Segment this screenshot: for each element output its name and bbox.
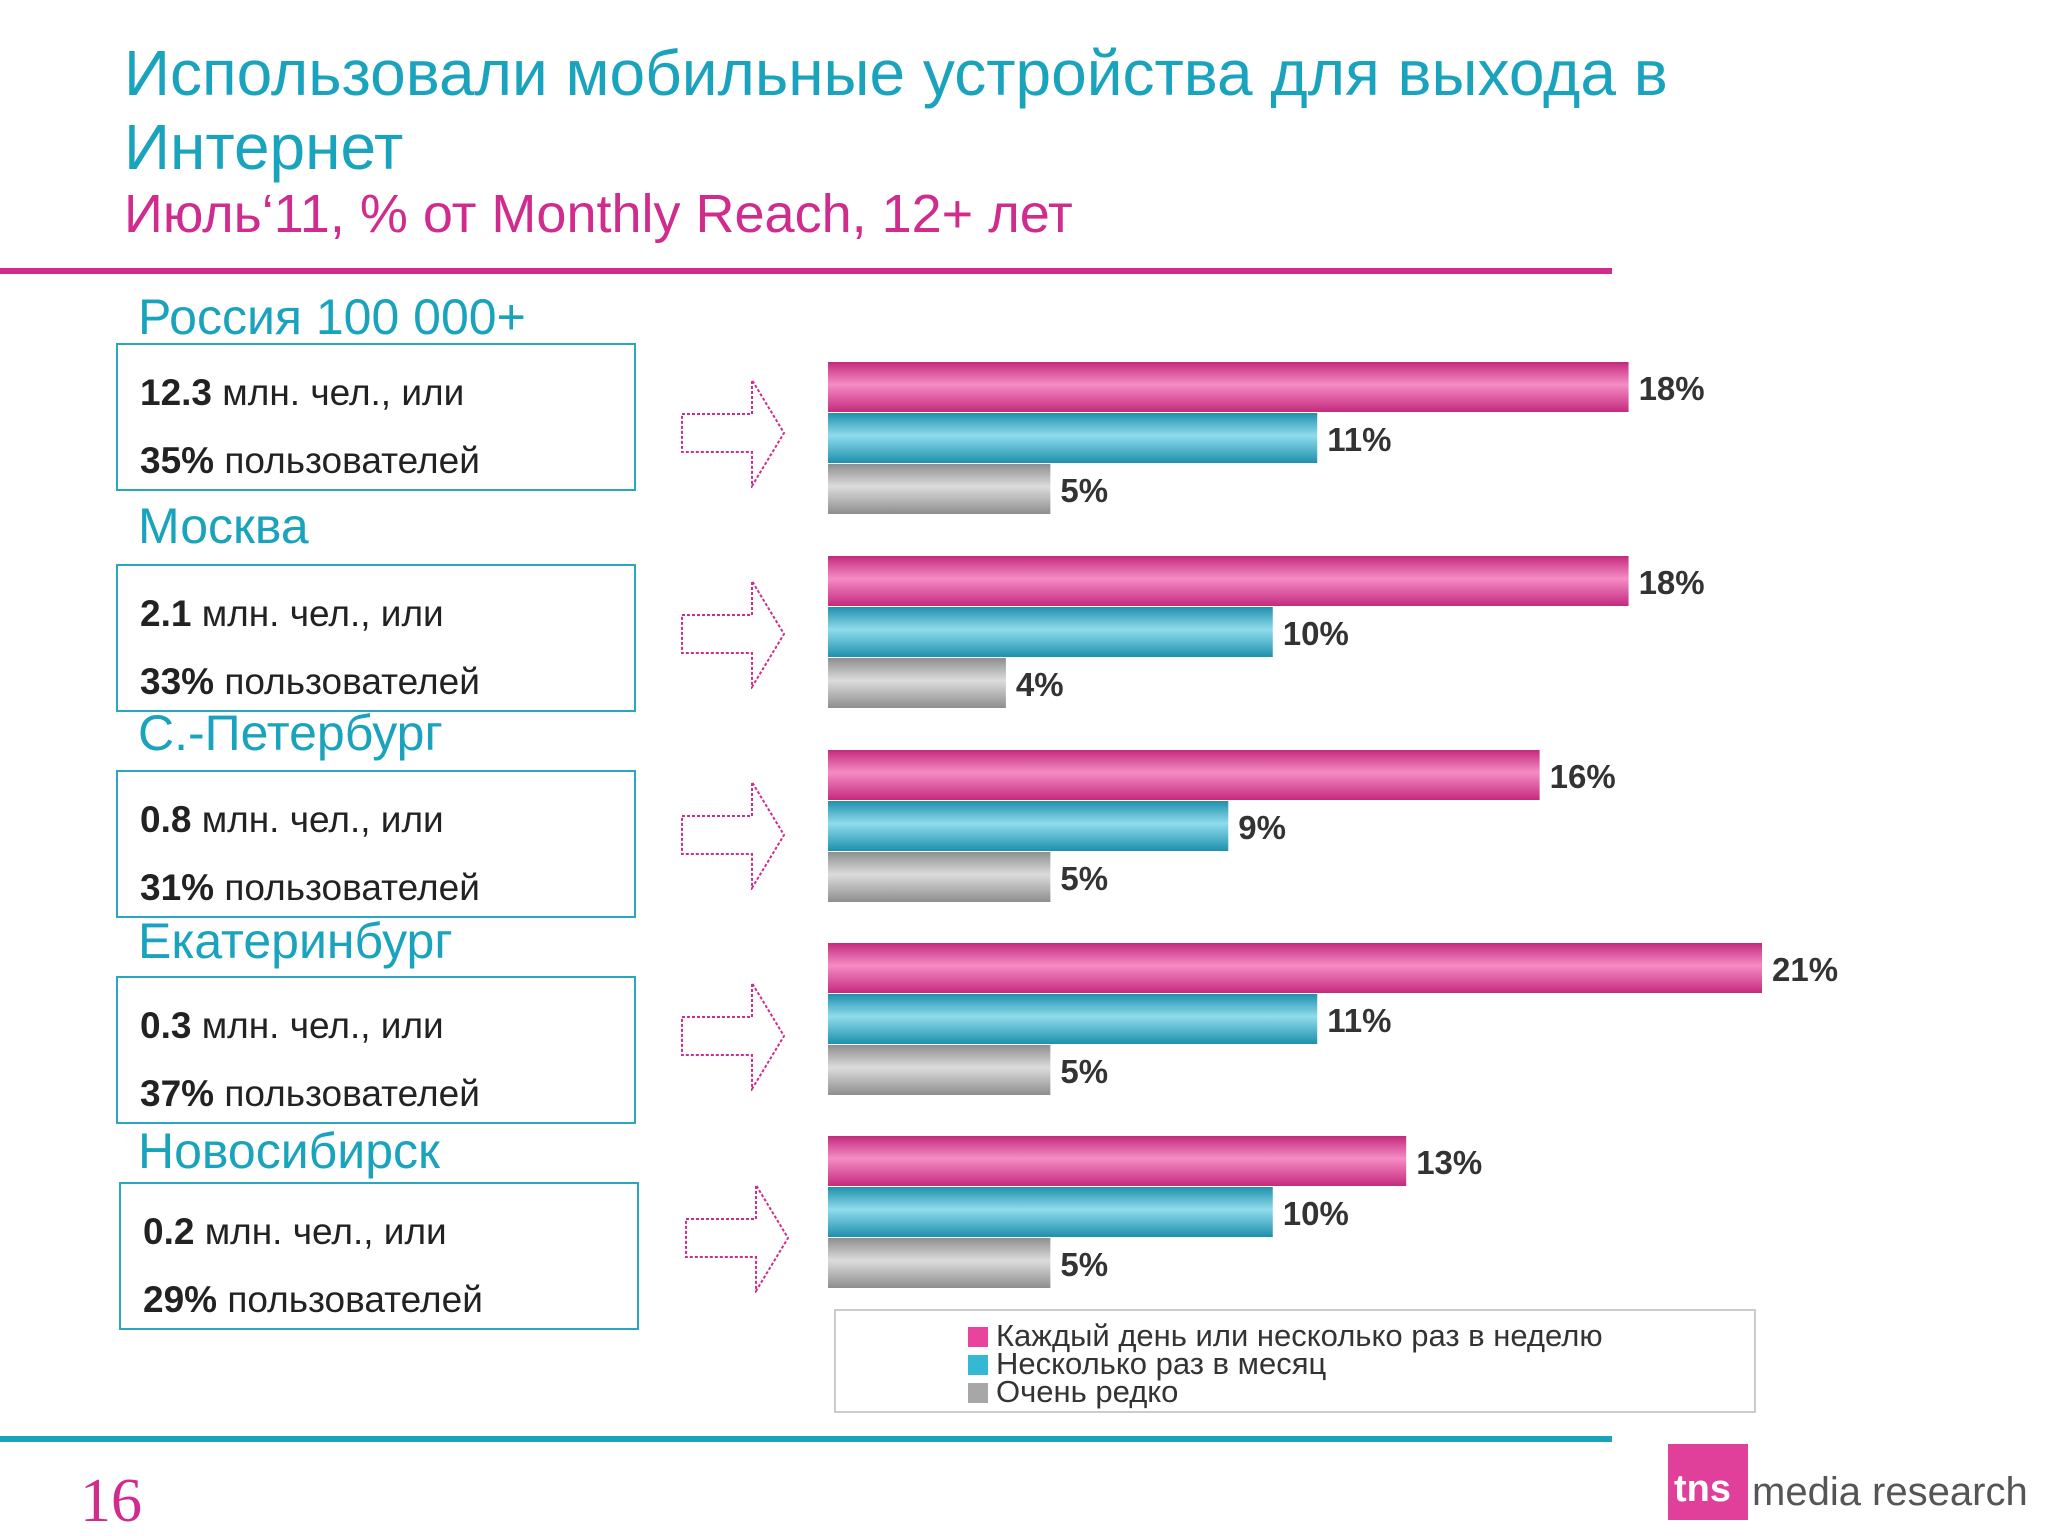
region-stats-box-spb: 0.8 млн. чел., или 31% пользователей (116, 770, 636, 918)
legend-label: Несколько раз в месяц (996, 1346, 1327, 1381)
data-label-novosibirsk-monthly: 10% (1283, 1195, 1349, 1232)
region-count-line: 12.3 млн. чел., или (140, 371, 464, 415)
bar-novosibirsk-rarely (828, 1238, 1051, 1288)
region-name-novosibirsk: Новосибирск (138, 1123, 440, 1179)
arrow-right-icon (681, 780, 786, 890)
data-label-russia-rarely: 5% (1060, 472, 1108, 509)
region-stats-box-novosibirsk: 0.2 млн. чел., или 29% пользователей (119, 1182, 639, 1330)
region-share-suffix: пользователей (224, 661, 480, 702)
bar-novosibirsk-daily (828, 1136, 1407, 1186)
bar-russia-monthly (828, 413, 1318, 463)
region-share-line: 37% пользователей (140, 1072, 480, 1116)
legend-label: Очень редко (996, 1374, 1179, 1409)
bar-spb-daily (828, 750, 1540, 800)
region-count-suffix: млн. чел., или (201, 593, 444, 634)
legend-swatch (968, 1383, 988, 1403)
region-name-moscow: Москва (138, 498, 309, 554)
region-count-value: 0.3 (140, 1005, 192, 1046)
data-label-spb-monthly: 9% (1238, 809, 1286, 846)
bottom-divider (0, 1436, 1612, 1442)
region-share-suffix: пользователей (224, 867, 480, 908)
page-title: Использовали мобильные устройства для вы… (124, 37, 1668, 183)
region-count-suffix: млн. чел., или (222, 372, 465, 413)
region-share-line: 35% пользователей (140, 439, 480, 483)
region-share-suffix: пользователей (224, 440, 480, 481)
bar-spb-monthly (828, 801, 1229, 851)
bar-spb-rarely (828, 852, 1051, 902)
tns-logo-text: media research (1752, 1470, 2028, 1514)
bar-moscow-daily (828, 556, 1629, 606)
bar-novosibirsk-monthly (828, 1187, 1273, 1237)
data-label-moscow-monthly: 10% (1283, 615, 1349, 652)
legend-label: Каждый день или несколько раз в неделю (996, 1318, 1603, 1353)
region-share-value: 33% (140, 661, 215, 702)
bar-yekaterinburg-rarely (828, 1045, 1051, 1095)
region-share-value: 35% (140, 440, 215, 481)
legend-item-rarely: Очень редко (968, 1374, 1179, 1409)
page-subtitle: Июль‘11, % от Monthly Reach, 12+ лет (124, 184, 1073, 244)
region-name-spb: С.-Петербург (138, 705, 443, 761)
top-divider (0, 268, 1612, 274)
region-share-line: 31% пользователей (140, 866, 480, 910)
data-label-russia-monthly: 11% (1327, 421, 1391, 458)
tns-logo-mark: tns (1668, 1444, 1748, 1520)
legend-swatch (968, 1327, 988, 1347)
data-label-yekaterinburg-daily: 21% (1772, 951, 1838, 988)
chart-bars: 18% 11% 5% 18% 10% 4% 16% 9% 5% 21% 11% 5% 13% 10% 5% (828, 362, 1838, 1288)
region-stats-box-russia: 12.3 млн. чел., или 35% пользователей (116, 343, 636, 491)
region-share-value: 29% (143, 1279, 218, 1320)
region-count-suffix: млн. чел., или (201, 799, 444, 840)
data-label-novosibirsk-daily: 13% (1416, 1144, 1482, 1181)
region-share-value: 37% (140, 1073, 215, 1114)
page-number: 16 (80, 1467, 142, 1535)
region-share-line: 33% пользователей (140, 660, 480, 704)
arrow-right-icon (681, 981, 786, 1091)
region-share-line: 29% пользователей (143, 1278, 483, 1322)
data-label-yekaterinburg-rarely: 5% (1060, 1053, 1108, 1090)
data-label-russia-daily: 18% (1639, 370, 1705, 407)
data-label-yekaterinburg-monthly: 11% (1327, 1002, 1391, 1039)
data-label-novosibirsk-rarely: 5% (1060, 1246, 1108, 1283)
data-label-moscow-rarely: 4% (1016, 666, 1064, 703)
region-count-value: 12.3 (140, 372, 213, 413)
region-count-suffix: млн. чел., или (201, 1005, 444, 1046)
chart-legend: Каждый день или несколько раз в неделю Н… (834, 1309, 1756, 1413)
region-share-suffix: пользователей (227, 1279, 483, 1320)
bar-yekaterinburg-monthly (828, 994, 1318, 1044)
data-label-moscow-daily: 18% (1639, 564, 1705, 601)
bar-yekaterinburg-daily (828, 943, 1762, 993)
region-stats-box-moscow: 2.1 млн. чел., или 33% пользователей (116, 564, 636, 712)
arrow-right-icon (681, 378, 786, 488)
bar-moscow-rarely (828, 658, 1006, 708)
bar-moscow-monthly (828, 607, 1273, 657)
arrow-right-icon (685, 1183, 790, 1293)
region-stats-box-yekaterinburg: 0.3 млн. чел., или 37% пользователей (116, 976, 636, 1124)
region-count-line: 0.8 млн. чел., или (140, 798, 444, 842)
region-share-suffix: пользователей (224, 1073, 480, 1114)
data-label-spb-daily: 16% (1550, 758, 1616, 795)
region-count-line: 0.2 млн. чел., или (143, 1210, 447, 1254)
legend-swatch (968, 1355, 988, 1375)
arrow-right-icon (681, 579, 786, 689)
data-label-spb-rarely: 5% (1060, 860, 1108, 897)
region-count-value: 0.8 (140, 799, 192, 840)
region-name-yekaterinburg: Екатеринбург (138, 913, 453, 969)
legend-item-monthly: Несколько раз в месяц (968, 1346, 1327, 1381)
bar-russia-rarely (828, 464, 1051, 514)
region-count-line: 2.1 млн. чел., или (140, 592, 444, 636)
region-count-line: 0.3 млн. чел., или (140, 1004, 444, 1048)
region-count-value: 0.2 (143, 1211, 195, 1252)
region-count-suffix: млн. чел., или (204, 1211, 447, 1252)
region-count-value: 2.1 (140, 593, 192, 634)
region-share-value: 31% (140, 867, 215, 908)
tns-logo-mark-text: tns (1674, 1468, 1731, 1510)
region-name-russia: Россия 100 000+ (138, 289, 526, 345)
bar-russia-daily (828, 362, 1629, 412)
legend-item-daily: Каждый день или несколько раз в неделю (968, 1318, 1603, 1353)
